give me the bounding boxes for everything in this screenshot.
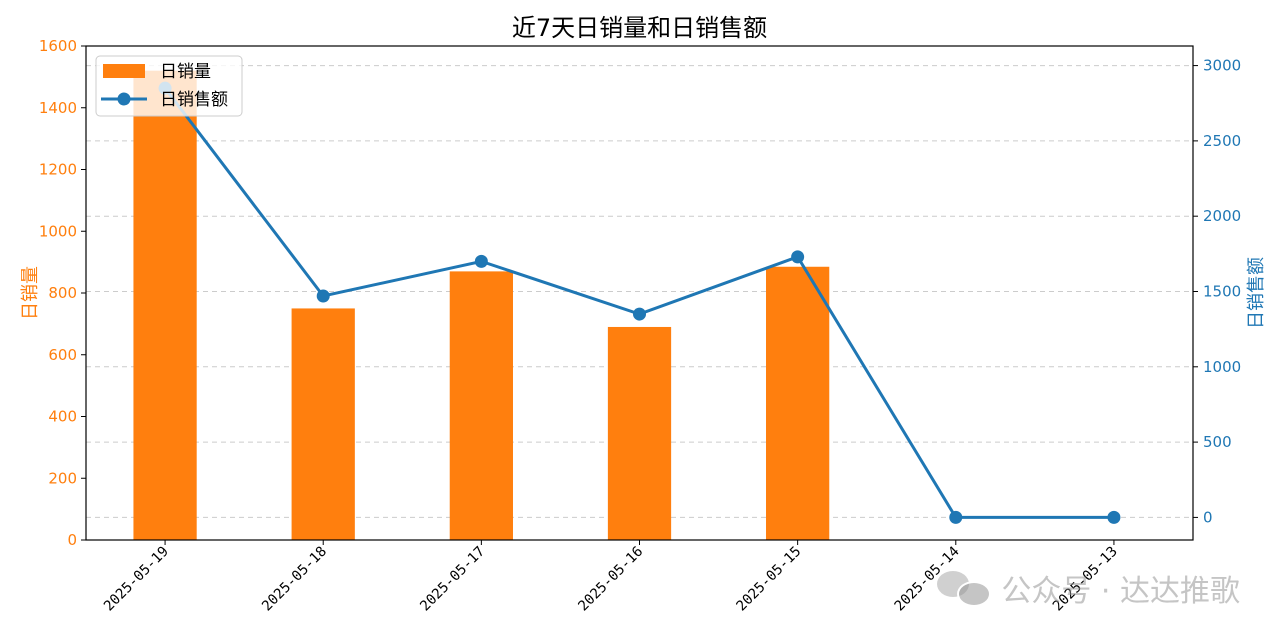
right-tick-label: 2000 [1203,207,1241,225]
x-tick-label: 2025-05-17 [417,544,488,615]
line-point [791,250,805,264]
legend-label-line: 日销售额 [160,90,228,110]
bar [133,70,197,540]
left-tick-label: 600 [48,346,77,364]
left-tick-label: 1200 [39,161,77,179]
right-tick-label: 1000 [1203,358,1241,376]
bar [291,308,355,540]
x-tick-label: 2025-05-15 [734,544,805,615]
legend-label-bar: 日销量 [160,62,211,82]
chart-title: 近7天日销量和日销售额 [512,14,767,42]
left-axis-label: 日销量 [20,266,41,320]
x-tick-label: 2025-05-16 [575,544,646,615]
line-point [316,289,330,303]
line-point [633,307,646,321]
right-tick-label: 2500 [1203,132,1241,150]
left-tick-label: 0 [67,531,77,549]
x-tick-label: 2025-05-18 [259,544,330,615]
left-tick-label: 1600 [39,37,77,55]
left-tick-label: 400 [48,408,77,426]
watermark-text: 公众号 · 达达推歌 [1001,574,1240,609]
line-point [474,254,488,268]
left-tick-label: 200 [48,469,77,487]
left-tick-label: 800 [48,284,77,302]
right-tick-label: 3000 [1203,57,1241,75]
right-axis-label: 日销售额 [1246,257,1267,329]
bar [766,266,830,540]
x-tick-label: 2025-05-19 [101,544,172,615]
legend-marker-line [117,92,131,106]
left-tick-label: 1400 [39,99,77,117]
right-tick-label: 500 [1203,433,1232,451]
right-tick-label: 1500 [1203,282,1241,300]
wechat-icon [937,571,993,607]
line-point [949,510,963,524]
bar [449,271,513,540]
bar [607,326,672,540]
watermark: 公众号 · 达达推歌 [937,566,1240,610]
right-tick-label: 0 [1203,508,1213,526]
line-point [1107,510,1121,524]
legend-swatch-bar [103,64,145,78]
left-tick-label: 1000 [39,222,77,240]
